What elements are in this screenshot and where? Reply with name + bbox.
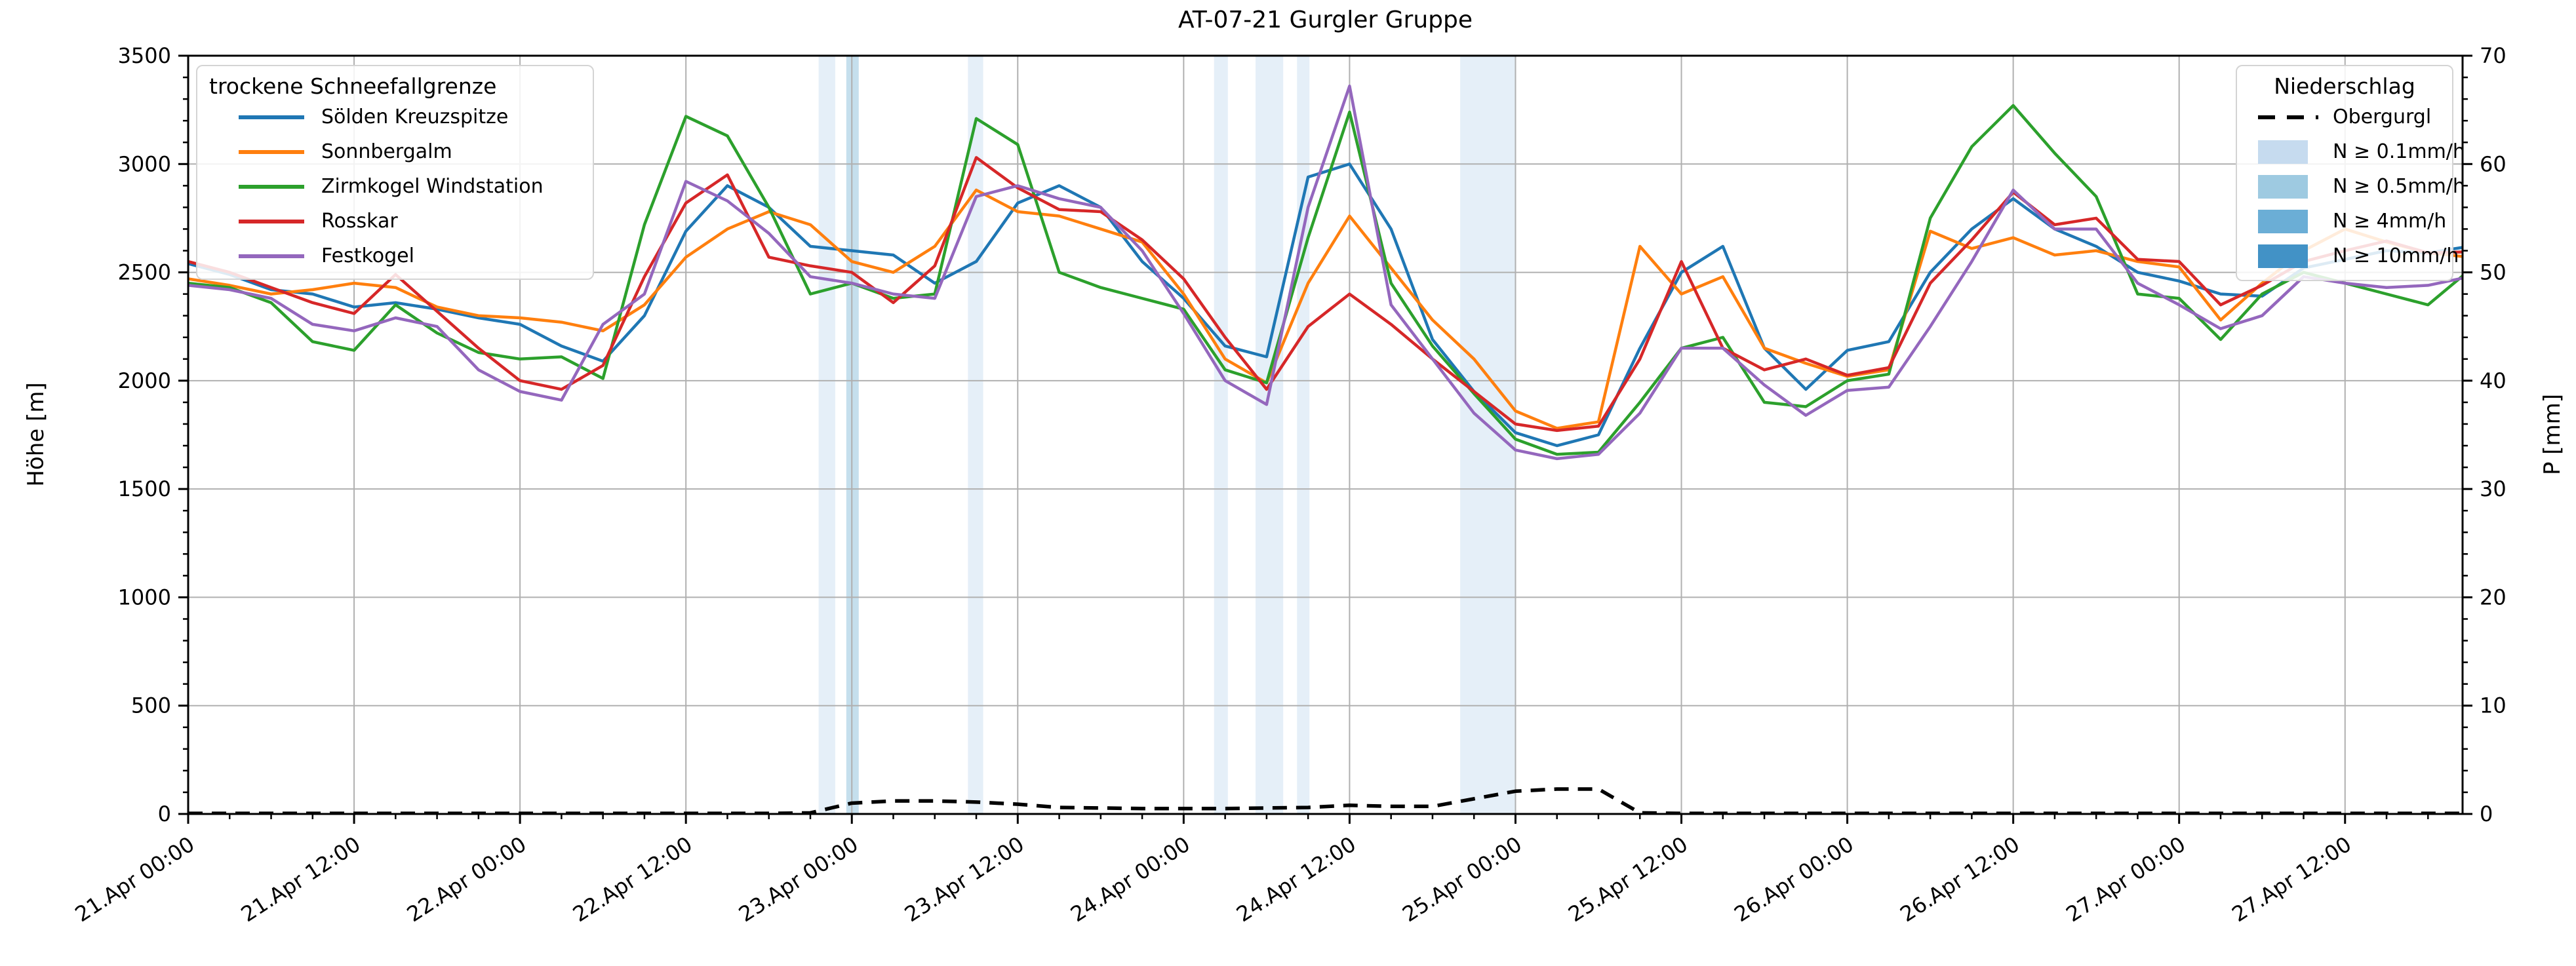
y-left-tick-label: 3500 bbox=[118, 43, 171, 68]
y-left-tick-label: 1000 bbox=[118, 585, 171, 609]
legend-niederschlag: Niederschlag Obergurgl N ≥ 0.1mm/h N ≥ 0… bbox=[2236, 65, 2465, 281]
y-right-tick-label: 0 bbox=[2480, 802, 2493, 826]
legend-item-obergurgl: Obergurgl bbox=[2249, 100, 2440, 134]
y-right-tick-label: 40 bbox=[2480, 368, 2507, 393]
legend-band-swatch bbox=[2258, 244, 2308, 268]
legend-line-swatch bbox=[239, 149, 304, 154]
x-tick-label: 21.Apr 12:00 bbox=[237, 832, 365, 927]
legend-item-n-0-1: N ≥ 0.1mm/h bbox=[2249, 134, 2465, 169]
x-tick-label: 23.Apr 12:00 bbox=[900, 832, 1029, 927]
series-layer bbox=[188, 85, 2463, 814]
y-right-tick-label: 60 bbox=[2480, 151, 2507, 176]
legend-item-label: N ≥ 10mm/h bbox=[2333, 244, 2459, 268]
x-tick-label: 23.Apr 00:00 bbox=[734, 832, 863, 927]
legend-item-sonnbergalm: Sonnbergalm bbox=[209, 134, 581, 169]
series-line-festkogel bbox=[188, 85, 2463, 461]
legend-band-swatch bbox=[2258, 209, 2308, 233]
legend-dashed-line-swatch bbox=[2258, 115, 2318, 119]
y-right-tick-label: 30 bbox=[2480, 476, 2507, 501]
precip-band-n-0.1 bbox=[818, 56, 835, 814]
legend-item-label: N ≥ 4mm/h bbox=[2333, 210, 2447, 233]
x-tick-label: 24.Apr 00:00 bbox=[1066, 832, 1195, 927]
precip-band-n-0.1 bbox=[1460, 56, 1516, 814]
legend-item-label: Sonnbergalm bbox=[321, 140, 452, 164]
legend-item-label: Zirmkogel Windstation bbox=[321, 175, 544, 199]
legend-title: trockene Schneefallgrenze bbox=[209, 73, 497, 99]
legend-item-label: Obergurgl bbox=[2333, 106, 2432, 129]
legend-title: Niederschlag bbox=[2274, 73, 2415, 99]
series-line-zirmkogel-windstation bbox=[188, 104, 2463, 456]
legend-item-n-4: N ≥ 4mm/h bbox=[2249, 204, 2446, 239]
x-tick-label: 22.Apr 12:00 bbox=[568, 832, 697, 927]
x-tick-label: 21.Apr 00:00 bbox=[71, 832, 199, 927]
legend-band-swatch bbox=[2258, 140, 2308, 164]
x-tick-label: 27.Apr 12:00 bbox=[2227, 832, 2356, 927]
y-axis-left-label: Höhe [m] bbox=[23, 382, 49, 487]
x-tick-label: 27.Apr 00:00 bbox=[2061, 832, 2190, 927]
legend-item-label: N ≥ 0.1mm/h bbox=[2333, 140, 2465, 164]
legend-line-swatch bbox=[239, 115, 304, 119]
legend-item-label: Festkogel bbox=[321, 244, 414, 268]
legend-item-label: N ≥ 0.5mm/h bbox=[2333, 175, 2465, 199]
legend-item-label: Sölden Kreuzspitze bbox=[321, 106, 509, 129]
legend-line-swatch bbox=[239, 219, 304, 223]
precip-band-layer bbox=[818, 56, 1516, 814]
legend-schneefallgrenze: trockene Schneefallgrenze Sölden Kreuzsp… bbox=[196, 65, 594, 280]
precip-band-n-0.5 bbox=[846, 56, 859, 814]
legend-item-festkogel: Festkogel bbox=[209, 239, 581, 273]
legend-item-zirmkogel-windstation: Zirmkogel Windstation bbox=[209, 169, 581, 204]
x-tick-label: 25.Apr 12:00 bbox=[1564, 832, 1692, 927]
legend-item-rosskar: Rosskar bbox=[209, 204, 581, 239]
legend-line-swatch bbox=[239, 254, 304, 258]
y-left-tick-label: 2500 bbox=[118, 260, 171, 285]
y-right-tick-label: 50 bbox=[2480, 260, 2507, 285]
y-right-tick-label: 10 bbox=[2480, 693, 2507, 718]
legend-item-n-0-5: N ≥ 0.5mm/h bbox=[2249, 169, 2465, 204]
precip-band-n-0.1 bbox=[1297, 56, 1310, 814]
plot-border bbox=[187, 54, 2464, 815]
legend-item-label: Rosskar bbox=[321, 210, 398, 233]
series-line-obergurgl bbox=[188, 787, 2463, 814]
x-tick-label: 26.Apr 00:00 bbox=[1730, 832, 1858, 927]
y-left-tick-label: 2000 bbox=[118, 368, 171, 393]
y-left-tick-label: 3000 bbox=[118, 151, 171, 176]
legend-item-n-10: N ≥ 10mm/h bbox=[2249, 239, 2459, 273]
precip-band-n-0.1 bbox=[1256, 56, 1284, 814]
y-left-tick-label: 500 bbox=[131, 693, 171, 718]
precip-band-n-0.1 bbox=[968, 56, 983, 814]
x-tick-label: 24.Apr 12:00 bbox=[1232, 832, 1360, 927]
precip-band-n-0.1 bbox=[1214, 56, 1228, 814]
legend-item-soelden-kreuzspitze: Sölden Kreuzspitze bbox=[209, 100, 581, 134]
x-tick-label: 26.Apr 12:00 bbox=[1895, 832, 2024, 927]
x-tick-label: 25.Apr 00:00 bbox=[1398, 832, 1526, 927]
y-right-tick-label: 20 bbox=[2480, 585, 2507, 609]
y-left-tick-label: 0 bbox=[158, 802, 171, 826]
series-line-sonnbergalm bbox=[188, 188, 2463, 430]
y-left-tick-label: 1500 bbox=[118, 476, 171, 501]
y-axis-right-label: P [mm] bbox=[2539, 393, 2566, 476]
chart-title: AT-07-21 Gurgler Gruppe bbox=[1178, 7, 1473, 33]
legend-line-swatch bbox=[239, 184, 304, 189]
y-right-tick-label: 70 bbox=[2480, 43, 2507, 68]
legend-band-swatch bbox=[2258, 174, 2308, 199]
x-tick-label: 22.Apr 00:00 bbox=[403, 832, 531, 927]
